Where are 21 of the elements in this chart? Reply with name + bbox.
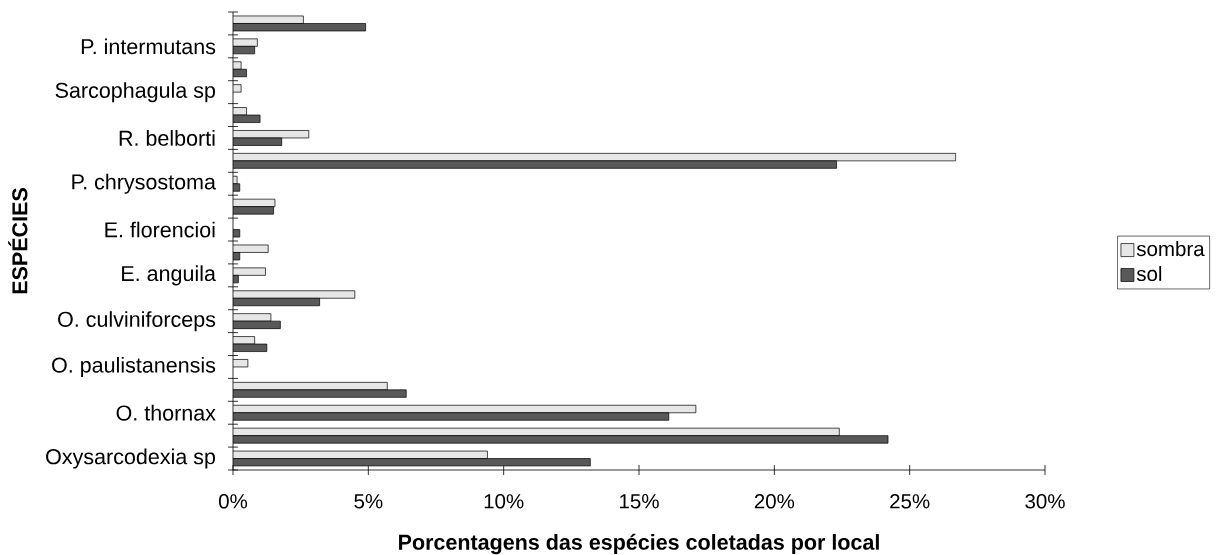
y-tick-label: R. belborti <box>119 130 215 146</box>
x-tick-label: 10% <box>484 494 524 509</box>
y-tick-label: P. chrysostoma <box>72 173 216 194</box>
x-tick-label: 20% <box>754 494 795 509</box>
x-tick-label: 25% <box>890 494 930 509</box>
x-tick-label: 5% <box>354 494 383 509</box>
x-tick-label: 15% <box>620 494 659 509</box>
legend-label: sombra <box>1136 241 1205 257</box>
x-tick-label: 0% <box>218 494 248 509</box>
y-axis-title: ESPÉCIES <box>8 188 28 294</box>
x-tick-label: 30% <box>1025 494 1065 509</box>
y-tick-label: E. anguila <box>122 265 216 286</box>
y-tick-label: Oxysarcodexia sp <box>46 448 216 469</box>
y-tick-label: O. paulistanensis <box>52 356 216 377</box>
y-tick-label: P. intermutans <box>81 38 216 55</box>
y-tick-label: O. culviniforceps <box>58 311 216 332</box>
y-tick-label: Sarcophagula sp <box>55 82 216 103</box>
y-tick-label: O. thornax <box>116 404 216 421</box>
legend-label: sol <box>1136 266 1162 282</box>
y-tick-label: E. florencioi <box>105 221 215 238</box>
x-axis-title: Porcentagens das espécies coletadas por local <box>399 533 879 555</box>
